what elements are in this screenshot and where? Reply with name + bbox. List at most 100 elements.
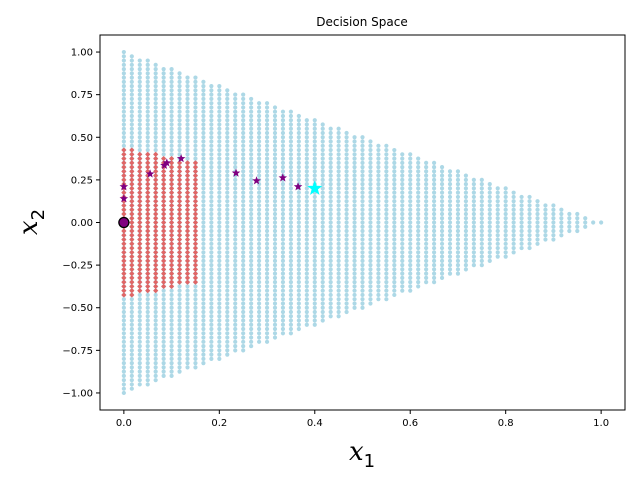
feasible-point bbox=[312, 275, 317, 280]
feasible-point bbox=[209, 309, 214, 315]
feasible-point bbox=[256, 190, 262, 195]
feasible-point bbox=[137, 139, 142, 144]
selected-point bbox=[161, 241, 167, 247]
feasible-point bbox=[416, 284, 421, 289]
feasible-point bbox=[344, 143, 349, 148]
feasible-point bbox=[241, 160, 246, 165]
feasible-point bbox=[161, 335, 166, 340]
selected-point bbox=[137, 177, 143, 183]
feasible-point bbox=[312, 258, 317, 263]
feasible-point bbox=[121, 122, 126, 127]
feasible-point bbox=[296, 143, 301, 148]
feasible-point bbox=[312, 216, 317, 221]
feasible-point bbox=[280, 322, 286, 327]
feasible-point bbox=[408, 169, 413, 174]
feasible-point bbox=[280, 207, 286, 212]
feasible-point bbox=[400, 237, 405, 242]
feasible-point bbox=[129, 361, 134, 366]
feasible-point bbox=[296, 207, 301, 212]
x-tick-label: 1.0 bbox=[593, 418, 609, 429]
feasible-point bbox=[487, 245, 492, 251]
feasible-point bbox=[280, 245, 286, 251]
feasible-point bbox=[360, 143, 365, 148]
feasible-point bbox=[153, 147, 158, 153]
feasible-point bbox=[288, 160, 294, 165]
feasible-point bbox=[336, 165, 341, 170]
feasible-point bbox=[535, 237, 540, 242]
feasible-point bbox=[193, 284, 198, 289]
feasible-point bbox=[185, 96, 190, 102]
selected-point bbox=[184, 219, 191, 226]
feasible-point bbox=[304, 224, 309, 229]
feasible-point bbox=[320, 139, 325, 144]
feasible-point bbox=[439, 190, 445, 195]
feasible-point bbox=[503, 237, 508, 242]
selected-point bbox=[121, 241, 127, 247]
feasible-point bbox=[400, 288, 405, 293]
feasible-point bbox=[241, 156, 246, 161]
selected-point bbox=[192, 241, 199, 247]
feasible-point bbox=[137, 335, 142, 340]
feasible-point bbox=[201, 335, 206, 340]
feasible-point bbox=[392, 237, 397, 242]
feasible-point bbox=[384, 271, 389, 276]
feasible-point bbox=[256, 203, 262, 208]
selected-point bbox=[168, 202, 175, 209]
feasible-point bbox=[217, 113, 222, 119]
feasible-point bbox=[463, 254, 469, 259]
selected-point bbox=[129, 164, 135, 170]
feasible-point bbox=[280, 301, 286, 306]
feasible-point bbox=[137, 309, 142, 315]
feasible-point bbox=[320, 288, 325, 293]
feasible-point bbox=[225, 160, 230, 165]
feasible-point bbox=[336, 292, 341, 298]
feasible-point bbox=[272, 224, 278, 229]
path-point bbox=[162, 158, 172, 167]
feasible-point bbox=[360, 271, 365, 276]
feasible-point bbox=[296, 301, 301, 306]
feasible-point bbox=[296, 203, 301, 208]
feasible-point bbox=[225, 113, 230, 119]
feasible-point bbox=[121, 135, 126, 140]
feasible-point bbox=[344, 156, 349, 161]
feasible-point bbox=[177, 322, 182, 327]
feasible-point bbox=[527, 194, 532, 200]
feasible-point bbox=[431, 190, 437, 195]
feasible-point bbox=[288, 241, 294, 246]
chart-title: Decision Space bbox=[316, 15, 407, 29]
feasible-point bbox=[431, 250, 437, 255]
feasible-point bbox=[376, 216, 381, 221]
selected-point bbox=[168, 279, 175, 285]
feasible-point bbox=[296, 228, 301, 234]
feasible-point bbox=[408, 250, 413, 255]
feasible-point bbox=[503, 216, 508, 221]
feasible-point bbox=[256, 339, 262, 344]
feasible-point bbox=[209, 250, 214, 255]
feasible-point bbox=[312, 165, 317, 170]
feasible-point bbox=[408, 241, 413, 246]
feasible-point bbox=[129, 122, 134, 127]
feasible-point bbox=[193, 126, 198, 131]
selected-point bbox=[161, 215, 167, 221]
feasible-point bbox=[129, 343, 134, 349]
feasible-point bbox=[304, 284, 309, 289]
feasible-point bbox=[352, 147, 357, 153]
feasible-point bbox=[121, 365, 126, 370]
feasible-point bbox=[201, 88, 206, 93]
feasible-point bbox=[209, 194, 214, 200]
feasible-point bbox=[249, 152, 254, 157]
feasible-point bbox=[272, 233, 278, 238]
feasible-point bbox=[272, 118, 278, 123]
feasible-point bbox=[336, 245, 341, 251]
feasible-point bbox=[424, 177, 429, 182]
feasible-point bbox=[392, 173, 397, 178]
selected-point bbox=[145, 198, 151, 204]
feasible-point bbox=[256, 165, 262, 170]
feasible-point bbox=[209, 356, 214, 361]
selected-point bbox=[192, 266, 199, 272]
selected-point bbox=[145, 190, 151, 196]
feasible-point bbox=[209, 186, 214, 191]
feasible-point bbox=[121, 305, 126, 310]
feasible-point bbox=[153, 71, 158, 76]
feasible-point bbox=[280, 292, 286, 298]
